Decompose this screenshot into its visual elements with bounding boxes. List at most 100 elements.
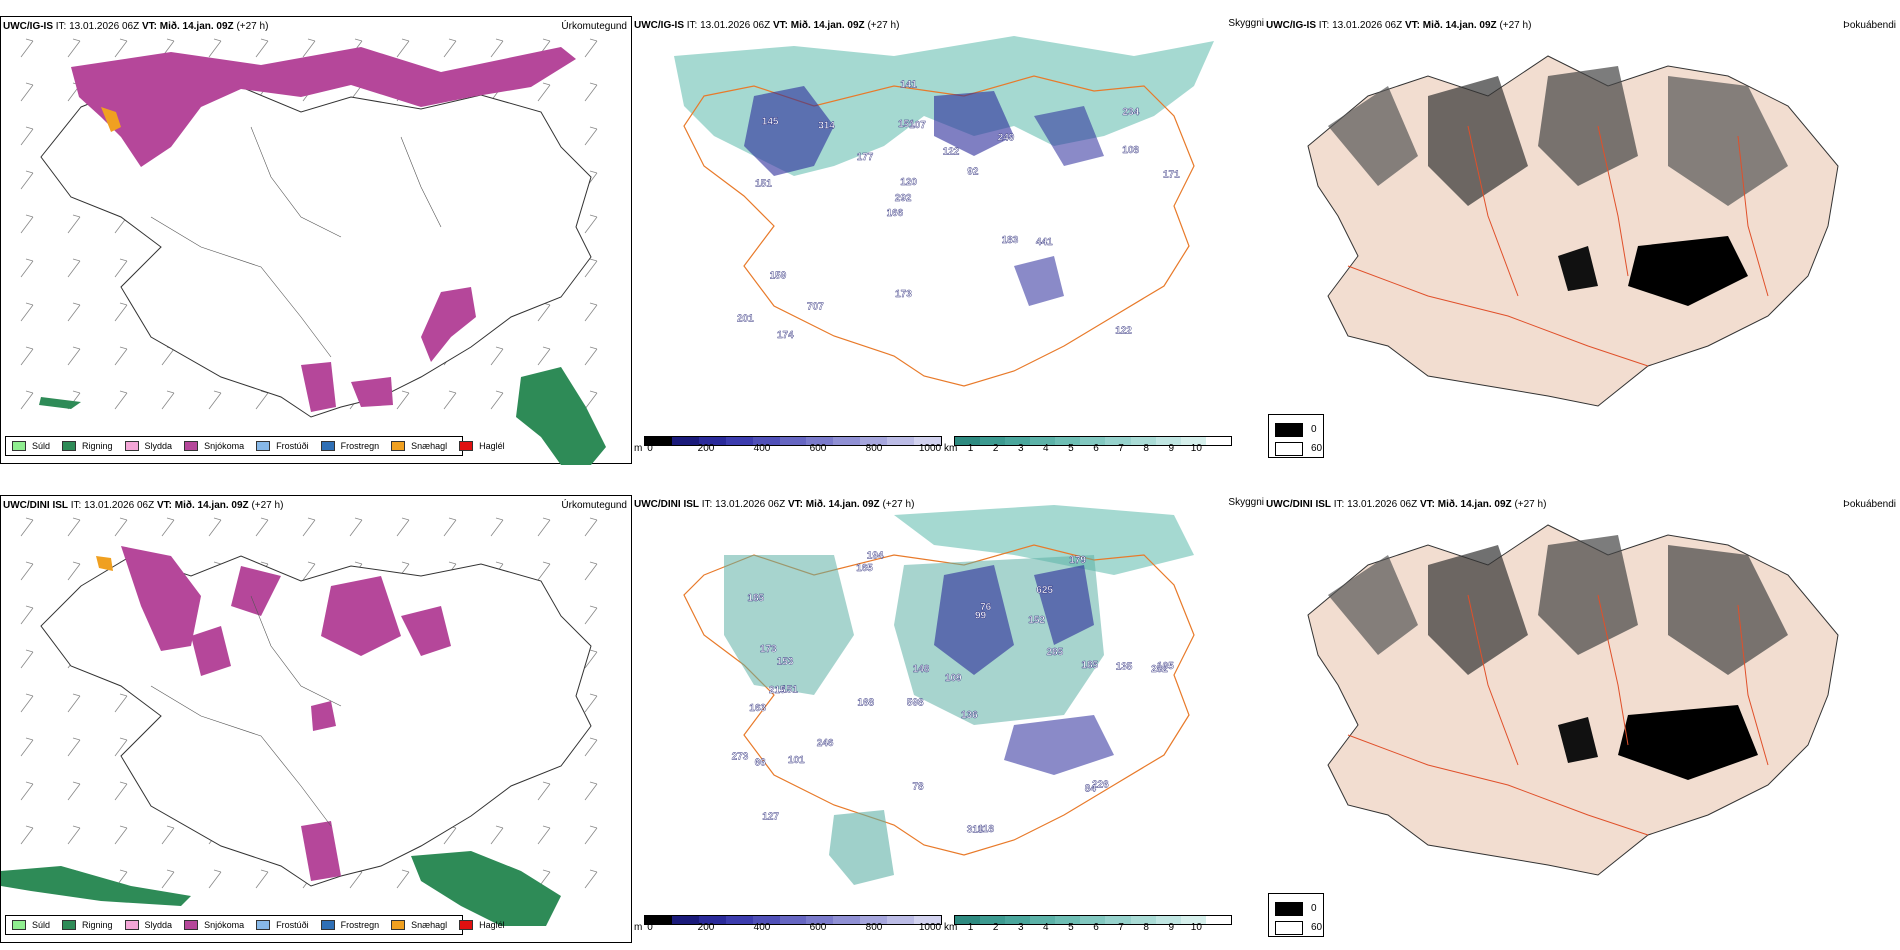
colorbar-cell xyxy=(860,916,888,924)
wind-barb xyxy=(584,869,598,889)
snow-areas xyxy=(121,546,451,881)
colorbar-cell xyxy=(806,916,834,924)
vt-label: VT: xyxy=(1419,499,1435,510)
wind-barb xyxy=(208,517,222,537)
colorbar-cell xyxy=(833,916,861,924)
precip-legend-item: Frostregn xyxy=(320,920,380,930)
visibility-label: 292 xyxy=(895,193,912,204)
colorbar-tick: 8 xyxy=(1143,443,1149,454)
colorbar-cell xyxy=(645,916,672,924)
wind-barb xyxy=(208,869,222,889)
colorbar-tick: 400 xyxy=(753,443,771,454)
lead-time: (+27 h) xyxy=(1514,499,1547,510)
fog-legend-min: 0 xyxy=(1311,424,1317,435)
legend-swatch xyxy=(459,920,474,930)
wind-barb xyxy=(161,390,175,410)
legend-label: Snæhagl xyxy=(411,920,448,930)
lead-time: (+27 h) xyxy=(882,499,915,510)
legend-label: Frostúði xyxy=(276,441,309,451)
legend-label: Rigning xyxy=(82,441,113,451)
colorbar-cell xyxy=(1055,437,1081,445)
legend-swatch xyxy=(12,920,26,930)
colorbar-tick: 8 xyxy=(1143,922,1149,933)
precip-legend-item: Rigning xyxy=(62,920,113,930)
colorbar-cell xyxy=(1080,437,1106,445)
wind-barb xyxy=(114,781,128,801)
visibility-label: 314 xyxy=(818,120,835,131)
precip-legend-item: Rigning xyxy=(62,441,113,451)
legend-label: Slydda xyxy=(144,920,173,930)
it-value: 13.01.2026 06Z xyxy=(700,20,771,31)
colorbar-tick: 400 xyxy=(753,922,771,933)
visibility-label: 234 xyxy=(1123,107,1140,118)
visibility-label: 122 xyxy=(943,147,960,158)
fog-legend-min-swatch xyxy=(1275,902,1303,916)
legend-label: Frostregn xyxy=(340,441,380,451)
visibility-label: 109 xyxy=(945,673,962,684)
model-name: UWC/DINI ISL xyxy=(634,499,699,510)
colorbar-tick: 3 xyxy=(1017,922,1024,933)
fog-legend-min: 0 xyxy=(1311,903,1317,914)
fog-dark-areas xyxy=(1328,535,1788,780)
visibility-label: 598 xyxy=(907,698,924,709)
legend-label: Frostúði xyxy=(276,920,309,930)
legend-label: Haglél xyxy=(479,920,505,930)
visibility-label: 148 xyxy=(913,664,930,675)
it-label: IT: xyxy=(1318,20,1330,31)
wind-barb xyxy=(20,258,34,278)
rain-areas xyxy=(1,851,561,926)
visibility-label: 151 xyxy=(781,685,798,696)
precip-legend-item: Haglél xyxy=(459,441,505,451)
precip-legend-item: Súld xyxy=(12,441,50,451)
vt-label: VT: xyxy=(141,21,157,32)
visibility-label: 108 xyxy=(1122,145,1139,156)
colorbar-cell xyxy=(914,916,941,924)
colorbar-cell xyxy=(806,437,834,445)
wind-barb xyxy=(396,517,410,537)
model-name: UWC/IG-IS xyxy=(1266,20,1316,31)
colorbar-cell xyxy=(887,916,915,924)
it-label: IT: xyxy=(55,21,67,32)
visibility-label: 151 xyxy=(898,119,915,130)
colorbar-cell xyxy=(779,437,807,445)
model-name: UWC/IG-IS xyxy=(634,20,684,31)
visibility-label: 173 xyxy=(760,644,777,655)
precip-legend-item: Frostúði xyxy=(256,441,309,451)
wind-barb xyxy=(537,82,551,102)
visibility-label: 226 xyxy=(1092,780,1109,791)
colorbar-tick: 2 xyxy=(992,443,999,454)
model-name: UWC/DINI ISL xyxy=(3,500,68,511)
precip-legend-top: Súld Rigning Slydda Snjókoma Frostúði Frostre… xyxy=(5,436,505,456)
colorbar-cell xyxy=(725,916,753,924)
wind-barb xyxy=(490,517,504,537)
colorbar-cells xyxy=(954,436,1232,446)
wind-barb xyxy=(584,302,598,322)
colorbar-cell xyxy=(698,916,726,924)
visibility-colorbar-km-top: km 1 2 3 4 5 6 7 8 9 10 xyxy=(944,436,1232,454)
colorbar-tick: 9 xyxy=(1168,443,1175,454)
wind-barb xyxy=(114,258,128,278)
colorbar-tick: 6 xyxy=(1093,922,1099,933)
wind-barb xyxy=(302,561,316,581)
colorbar-cell xyxy=(860,437,888,445)
fog-legend-top: 0 60 xyxy=(1268,414,1324,458)
colorbar-tick: 600 xyxy=(809,922,827,933)
colorbar-tick: 4 xyxy=(1043,443,1049,454)
legend-label: Rigning xyxy=(82,920,113,930)
visibility-label: 152 xyxy=(1028,615,1045,626)
wind-barb xyxy=(584,693,598,713)
wind-barb xyxy=(20,825,34,845)
visibility-colorbar-m-bottom: m 0 200 400 600 800 1000 xyxy=(634,915,942,933)
model-name: UWC/DINI ISL xyxy=(1266,499,1331,510)
legend-label: Snæhagl xyxy=(411,441,448,451)
colorbar-tick: 9 xyxy=(1168,922,1175,933)
visibility-label: 92 xyxy=(967,167,979,178)
wind-barb xyxy=(20,517,34,537)
precip-legend-item: Snæhagl xyxy=(391,920,447,930)
visibility-panel-title: Skyggni xyxy=(1228,497,1264,508)
wind-barb xyxy=(67,302,81,322)
visibility-panel-title: Skyggni xyxy=(1228,18,1264,29)
lead-time: (+27 h) xyxy=(251,500,284,511)
vt-value: Mið. 14.jan. 09Z xyxy=(790,20,865,31)
legend-label: Frostregn xyxy=(340,920,380,930)
